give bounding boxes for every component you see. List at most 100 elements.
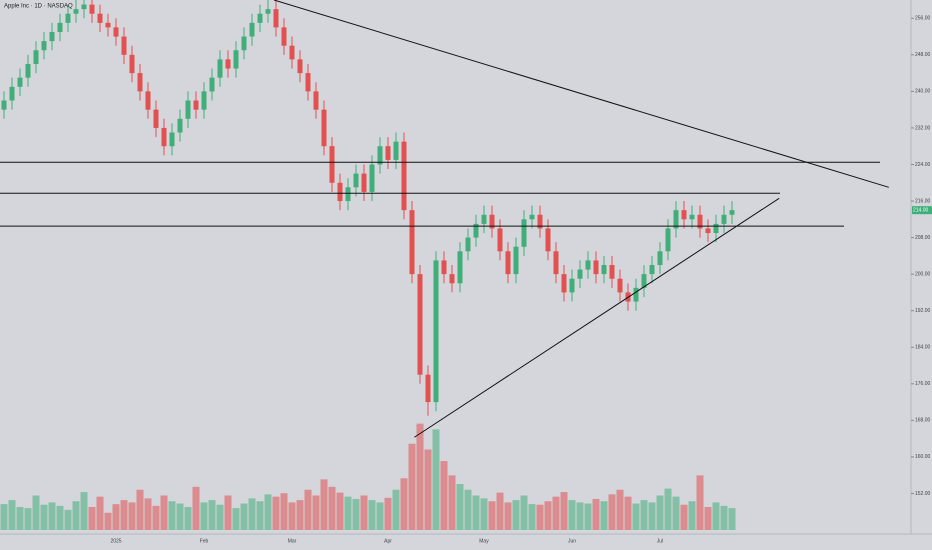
volume-bar: [136, 489, 144, 530]
candle-body: [145, 91, 151, 110]
volume-bar: [336, 492, 344, 530]
candle-body: [401, 141, 407, 211]
volume-bar: [360, 495, 368, 530]
candle-body: [353, 173, 359, 188]
volume-bar: [208, 500, 216, 530]
candle-body: [241, 36, 247, 51]
volume-bar: [696, 475, 704, 530]
volume-bar: [24, 508, 32, 530]
candle-body: [177, 118, 183, 133]
candle-body: [681, 210, 687, 220]
candle-body: [561, 274, 567, 293]
volume-bar: [632, 503, 640, 530]
candle-body: [153, 109, 159, 128]
volume-bar: [504, 502, 512, 530]
volume-bar: [496, 492, 504, 530]
volume-bar: [184, 507, 192, 530]
volume-bar: [640, 500, 648, 530]
y-tick-label: 192.00: [915, 308, 931, 314]
candle-body: [633, 287, 639, 302]
volume-bar: [0, 504, 8, 530]
candle-body: [209, 77, 215, 92]
volume-bar: [384, 497, 392, 530]
candle-body: [65, 13, 71, 23]
candle-body: [489, 214, 495, 229]
candle-body: [657, 251, 663, 265]
volume-bar: [440, 461, 448, 530]
volume-bar: [536, 504, 544, 530]
candle-body: [673, 210, 679, 229]
candle-body: [265, 9, 271, 14]
volume-bar: [224, 495, 232, 530]
y-tick-label: 176.00: [915, 381, 931, 387]
volume-bar: [112, 504, 120, 530]
volume-bar: [352, 498, 360, 530]
candle-body: [73, 9, 79, 14]
candle-body: [369, 164, 375, 192]
y-tick-label: 240.00: [915, 89, 931, 95]
x-tick-label: 2025: [110, 538, 121, 544]
volume-bar: [48, 502, 56, 530]
candle-body: [361, 173, 367, 192]
candle-body: [233, 50, 239, 69]
volume-bar: [680, 504, 688, 530]
volume-bar: [704, 507, 712, 530]
volume-bar: [200, 502, 208, 530]
candle-body: [697, 214, 703, 229]
volume-bar: [264, 494, 272, 530]
volume-bar: [8, 500, 16, 530]
volume-bar: [72, 501, 80, 530]
volume-bar: [584, 503, 592, 530]
volume-bar: [672, 496, 680, 530]
volume-bar: [104, 512, 112, 530]
volume-bar: [56, 505, 64, 530]
volume-bar: [712, 502, 720, 530]
volume-bar: [248, 498, 256, 530]
x-tick-label: Mar: [288, 538, 297, 544]
candle-body: [249, 22, 255, 37]
y-tick-label: 152.00: [915, 491, 931, 497]
volume-bar: [648, 502, 656, 530]
candle-body: [713, 223, 719, 234]
volume-bar: [720, 505, 728, 530]
y-tick-label: 216.00: [915, 198, 931, 204]
volume-bar: [576, 502, 584, 530]
candle-body: [49, 31, 55, 42]
volume-bar: [408, 443, 416, 530]
chart-title: Apple Inc · 1D · NASDAQ: [4, 4, 73, 10]
volume-bar: [80, 492, 88, 530]
candle-body: [649, 265, 655, 275]
volume-bar: [376, 502, 384, 530]
candle-body: [137, 73, 143, 92]
candle-body: [313, 91, 319, 110]
volume-bar: [160, 495, 168, 530]
candle-body: [345, 187, 351, 202]
volume-bar: [448, 475, 456, 530]
volume-bar: [520, 495, 528, 530]
candle-body: [569, 278, 575, 293]
candle-body: [545, 228, 551, 252]
x-tick-label: Jul: [657, 538, 663, 544]
volume-bar: [32, 495, 40, 530]
candle-body: [537, 214, 543, 229]
candle-body: [329, 146, 335, 183]
volume-bar: [424, 449, 432, 530]
candle-body: [113, 27, 119, 37]
volume-bar: [296, 500, 304, 530]
x-tick-label: Jun: [568, 538, 576, 544]
candle-body: [57, 22, 63, 32]
candle-body: [185, 100, 191, 119]
volume-bar: [608, 494, 616, 530]
candle-body: [585, 260, 591, 270]
candle-body: [609, 265, 615, 279]
candle-body: [41, 41, 47, 51]
candle-body: [553, 251, 559, 275]
volume-bar: [728, 508, 736, 530]
candle-body: [281, 27, 287, 46]
y-tick-label: 248.00: [915, 52, 931, 58]
candle-body: [513, 246, 519, 275]
volume-bar: [88, 507, 96, 530]
candle-body: [641, 274, 647, 288]
volume-bar: [64, 509, 72, 530]
volume-bar: [464, 489, 472, 530]
